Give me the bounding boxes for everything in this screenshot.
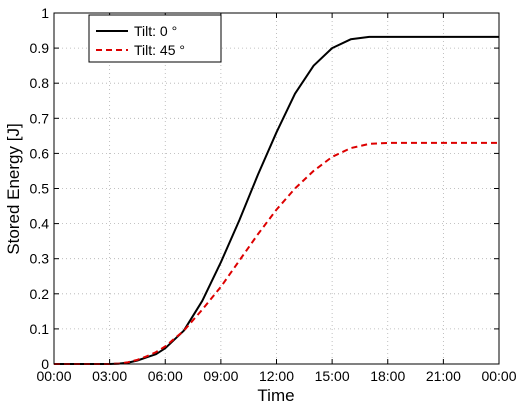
legend: Tilt: 0 ° Tilt: 45 ° [88, 14, 222, 63]
x-tick-label: 12:00 [259, 368, 294, 384]
x-tick-label: 21:00 [426, 368, 461, 384]
x-tick-label: 00:00 [36, 368, 71, 384]
y-tick-label: 0 [41, 356, 49, 372]
y-tick-label: 0.4 [30, 216, 50, 232]
x-tick-label: 03:00 [92, 368, 127, 384]
tick-labels: 00:00 03:00 06:00 09:00 12:00 15:00 18:00 21:00… [30, 5, 517, 384]
y-tick-label: 1 [41, 5, 49, 21]
y-tick-label: 0.2 [30, 286, 50, 302]
x-tick-label: 00:00 [481, 368, 516, 384]
x-tick-label: 06:00 [148, 368, 183, 384]
grid-lines [54, 13, 499, 364]
y-tick-label: 0.1 [30, 321, 50, 337]
y-tick-label: 0.8 [30, 75, 50, 91]
x-tick-label: 09:00 [203, 368, 238, 384]
y-tick-label: 0.6 [30, 145, 50, 161]
y-tick-label: 0.5 [30, 181, 50, 197]
y-tick-label: 0.3 [30, 251, 50, 267]
series-line-1 [54, 141, 499, 365]
series-line-0 [54, 35, 499, 365]
y-axis-label: Stored Energy [J] [4, 123, 23, 254]
legend-label-tilt-45: Tilt: 45 ° [134, 42, 185, 58]
y-tick-label: 0.7 [30, 110, 50, 126]
x-tick-label: 15:00 [315, 368, 350, 384]
series-layer [54, 35, 499, 365]
legend-label-tilt-0: Tilt: 0 ° [134, 23, 177, 39]
x-tick-label: 18:00 [370, 368, 405, 384]
y-tick-label: 0.9 [30, 40, 50, 56]
legend-box [88, 14, 222, 63]
x-axis-label: Time [257, 386, 294, 405]
